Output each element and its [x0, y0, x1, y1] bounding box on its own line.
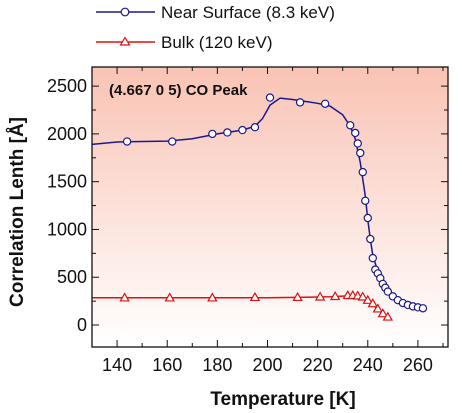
- data-point-bulk: [292, 291, 303, 302]
- legend-marker-bulk: [119, 36, 131, 46]
- data-point-near-surface: [356, 148, 365, 158]
- data-point-near-surface: [223, 128, 232, 137]
- data-point-near-surface: [368, 253, 377, 263]
- y-tick-label: 2000: [47, 124, 87, 144]
- data-point-bulk: [382, 311, 394, 321]
- data-point-near-surface: [250, 123, 260, 132]
- data-point-near-surface: [351, 128, 360, 138]
- plot-background: [92, 67, 448, 347]
- data-point-bulk: [357, 291, 368, 301]
- x-tick-label: 160: [152, 355, 182, 375]
- plot-frame: [91, 66, 449, 348]
- data-point-near-surface: [168, 137, 177, 146]
- data-point-bulk: [119, 292, 130, 302]
- data-point-near-surface: [353, 139, 362, 148]
- x-tick-label: 240: [353, 355, 383, 375]
- y-tick-label: 0: [77, 315, 87, 335]
- plot-layer: [91, 93, 428, 321]
- data-point-near-surface: [361, 196, 370, 205]
- x-tick-label: 140: [102, 355, 132, 375]
- data-point-near-surface: [265, 93, 275, 102]
- legend-marker-near-surface: [120, 7, 130, 17]
- y-tick-label: 1000: [47, 219, 87, 239]
- data-point-bulk: [329, 290, 341, 301]
- data-point-bulk: [377, 308, 389, 318]
- y-axis-label: Correlation Lenth [Å]: [7, 117, 28, 307]
- data-point-near-surface: [346, 121, 355, 130]
- data-point-bulk: [372, 303, 384, 313]
- data-point-bulk: [249, 291, 261, 302]
- x-tick-label: 180: [202, 355, 232, 375]
- data-point-bulk: [164, 292, 175, 302]
- x-tick-label: 260: [403, 355, 433, 375]
- data-point-near-surface: [122, 137, 132, 146]
- legend: Near Surface (8.3 keV) Bulk (120 keV): [96, 3, 335, 52]
- x-axis-label: Temperature [K]: [210, 389, 355, 410]
- ticks-layer: 140 160 180 200 220 240 260 0 500 1000 1500 2000 250…: [47, 67, 448, 375]
- data-point-bulk: [207, 292, 218, 302]
- data-point-near-surface: [295, 98, 305, 107]
- data-point-near-surface: [358, 167, 367, 177]
- chart-annotation: (4.667 0 5) CO Peak: [109, 82, 248, 99]
- data-point-bulk: [367, 298, 379, 308]
- data-point-near-surface: [418, 304, 428, 313]
- y-tick-label: 500: [57, 267, 87, 287]
- y-tick-label: 1500: [47, 172, 87, 192]
- y-tick-label: 2500: [47, 76, 87, 96]
- x-tick-label: 200: [252, 355, 282, 375]
- data-point-bulk: [314, 291, 326, 301]
- data-point-near-surface: [366, 234, 375, 244]
- legend-label-near-surface: Near Surface (8.3 keV): [161, 3, 335, 22]
- legend-label-bulk: Bulk (120 keV): [161, 33, 273, 52]
- data-point-near-surface: [320, 99, 330, 108]
- data-point-near-surface: [208, 129, 217, 139]
- data-point-bulk: [362, 294, 374, 304]
- data-point-near-surface: [238, 125, 247, 135]
- x-tick-label: 220: [303, 355, 333, 375]
- data-point-near-surface: [363, 213, 372, 223]
- data-point-near-surface: [383, 287, 393, 296]
